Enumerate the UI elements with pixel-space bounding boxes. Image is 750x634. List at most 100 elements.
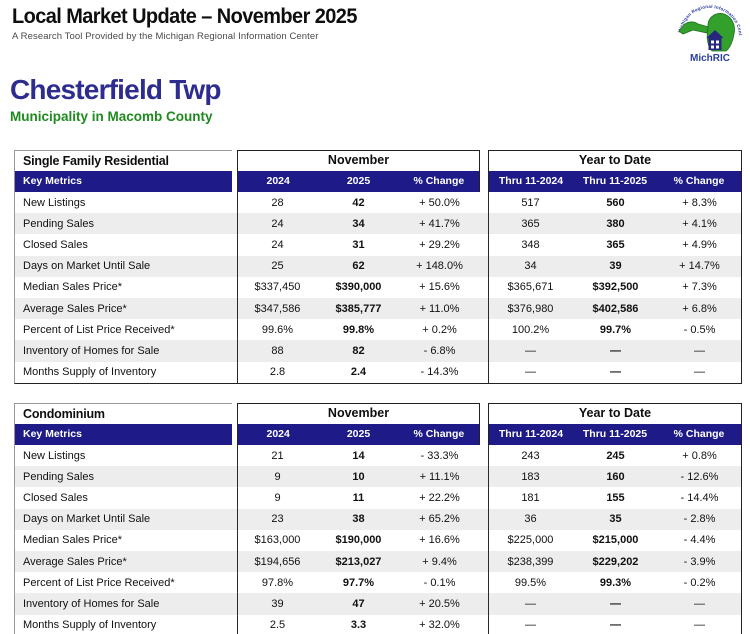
metric-label: Pending Sales xyxy=(23,470,94,483)
value-pct-change: + 29.2% xyxy=(419,238,460,251)
column-header-row: Key Metrics 2024 2025 % Change Thru 11-2… xyxy=(14,424,742,445)
table-row: Pending Sales 24 34 + 41.7% 365 380 + 4.… xyxy=(15,213,741,235)
value-ytd-prior: 365 xyxy=(521,217,540,230)
michric-logo: Michigan Regional Information Center Mic… xyxy=(672,0,747,64)
table-row: Closed Sales 9 11 + 22.2% 181 155 - 14.4… xyxy=(15,487,741,509)
value-current-year: 2.4 xyxy=(350,366,367,379)
column-header: 2025 xyxy=(346,175,371,187)
key-metrics-header: Key Metrics xyxy=(14,171,232,192)
value-ytd-prior: — xyxy=(525,619,536,632)
table-row: Median Sales Price* $337,450 $390,000 + … xyxy=(15,276,741,298)
value-prior-year: 2.5 xyxy=(269,619,286,632)
metric-label: Average Sales Price* xyxy=(23,302,127,315)
value-pct-change: + 22.2% xyxy=(419,491,460,504)
value-ytd-current: — xyxy=(610,366,621,379)
value-pct-change: - 6.8% xyxy=(423,344,456,357)
value-pct-change: + 41.7% xyxy=(419,217,460,230)
value-prior-year: 2.8 xyxy=(269,366,286,379)
table-row: New Listings 21 14 - 33.3% 243 245 + 0.8… xyxy=(15,445,741,467)
value-current-year: $190,000 xyxy=(335,534,382,547)
vertical-divider xyxy=(236,445,238,634)
vertical-divider xyxy=(236,192,238,383)
value-prior-year: 39 xyxy=(271,597,284,610)
metric-label: Days on Market Until Sale xyxy=(23,513,151,526)
column-header: 2024 xyxy=(266,175,290,187)
municipality-subtitle: Municipality in Macomb County xyxy=(10,109,213,124)
metric-label: Months Supply of Inventory xyxy=(23,366,157,379)
value-prior-year: $347,586 xyxy=(254,302,301,315)
table-head-row: Single Family Residential November Year … xyxy=(14,150,742,171)
value-pct-change: + 65.2% xyxy=(419,513,460,526)
value-ytd-pct-change: — xyxy=(694,344,705,357)
value-ytd-current: $402,586 xyxy=(592,302,639,315)
value-ytd-current: — xyxy=(610,597,621,610)
value-ytd-pct-change: - 2.8% xyxy=(683,513,716,526)
value-ytd-pct-change: - 3.9% xyxy=(683,555,716,568)
column-header: 2024 xyxy=(266,428,290,440)
metric-label: Inventory of Homes for Sale xyxy=(23,597,160,610)
value-ytd-pct-change: - 14.4% xyxy=(680,491,719,504)
metric-label: Closed Sales xyxy=(23,491,88,504)
value-prior-year: 28 xyxy=(271,196,284,209)
metric-label: Days on Market Until Sale xyxy=(23,260,151,273)
metric-label: Inventory of Homes for Sale xyxy=(23,344,160,357)
value-ytd-prior: $225,000 xyxy=(507,534,554,547)
value-ytd-current: $392,500 xyxy=(592,281,639,294)
metric-label: Months Supply of Inventory xyxy=(23,619,157,632)
value-current-year: 11 xyxy=(352,491,365,504)
report-title: Local Market Update – November 2025 xyxy=(12,5,357,28)
table-title: Single Family Residential xyxy=(14,150,232,171)
municipality-name: Chesterfield Twp xyxy=(10,74,222,105)
value-prior-year: $163,000 xyxy=(254,534,301,547)
value-ytd-prior: $238,399 xyxy=(507,555,554,568)
column-header: Thru 11-2024 xyxy=(498,175,564,187)
table-row: Days on Market Until Sale 25 62 + 148.0%… xyxy=(15,255,741,277)
value-ytd-pct-change: — xyxy=(694,366,705,379)
metric-label: Percent of List Price Received* xyxy=(23,323,175,336)
value-ytd-prior: — xyxy=(525,597,536,610)
table-row: Median Sales Price* $163,000 $190,000 + … xyxy=(15,529,741,551)
column-header: % Change xyxy=(673,428,725,440)
value-ytd-prior: $376,980 xyxy=(507,302,554,315)
value-pct-change: - 0.1% xyxy=(423,576,456,589)
table-rows: New Listings 28 42 + 50.0% 517 560 + 8.3… xyxy=(15,192,741,383)
vertical-divider xyxy=(487,192,489,383)
column-group-november: November xyxy=(237,403,480,424)
table-body: New Listings 21 14 - 33.3% 243 245 + 0.8… xyxy=(14,445,742,634)
column-header: Thru 11-2024 xyxy=(498,428,564,440)
value-pct-change: - 33.3% xyxy=(420,449,459,462)
value-ytd-current: 39 xyxy=(609,260,622,273)
column-header: % Change xyxy=(673,175,725,187)
value-pct-change: + 11.1% xyxy=(419,470,460,483)
value-current-year: 10 xyxy=(352,470,365,483)
value-ytd-pct-change: + 0.8% xyxy=(682,449,717,462)
value-prior-year: 25 xyxy=(271,260,284,273)
value-pct-change: + 11.0% xyxy=(419,302,460,315)
value-ytd-prior: — xyxy=(525,344,536,357)
value-ytd-pct-change: — xyxy=(694,619,705,632)
value-current-year: $385,777 xyxy=(335,302,382,315)
value-ytd-current: 160 xyxy=(606,470,625,483)
value-ytd-current: $215,000 xyxy=(592,534,639,547)
table-row: Inventory of Homes for Sale 39 47 + 20.5… xyxy=(15,593,741,615)
value-ytd-prior: 517 xyxy=(521,196,540,209)
value-ytd-current: 35 xyxy=(609,513,622,526)
value-prior-year: 23 xyxy=(271,513,284,526)
table-row: New Listings 28 42 + 50.0% 517 560 + 8.3… xyxy=(15,192,741,214)
table-row: Closed Sales 24 31 + 29.2% 348 365 + 4.9… xyxy=(15,234,741,256)
value-ytd-pct-change: - 12.6% xyxy=(680,470,719,483)
value-ytd-pct-change: - 4.4% xyxy=(683,534,716,547)
table-row: Days on Market Until Sale 23 38 + 65.2% … xyxy=(15,508,741,530)
value-prior-year: 9 xyxy=(274,491,281,504)
value-current-year: 3.3 xyxy=(350,619,367,632)
column-header: 2025 xyxy=(346,428,371,440)
value-current-year: $213,027 xyxy=(335,555,382,568)
value-current-year: 34 xyxy=(352,217,365,230)
value-ytd-current: $229,202 xyxy=(592,555,639,568)
condominium-table: Condominium November Year to Date Key Me… xyxy=(14,403,742,634)
michigan-logo-icon: Michigan Regional Information Center Mic… xyxy=(672,0,743,64)
column-group-year-to-date: Year to Date xyxy=(488,150,742,171)
value-ytd-prior: 100.2% xyxy=(511,323,550,336)
value-ytd-prior: $365,671 xyxy=(507,281,554,294)
value-prior-year: 97.8% xyxy=(261,576,294,589)
